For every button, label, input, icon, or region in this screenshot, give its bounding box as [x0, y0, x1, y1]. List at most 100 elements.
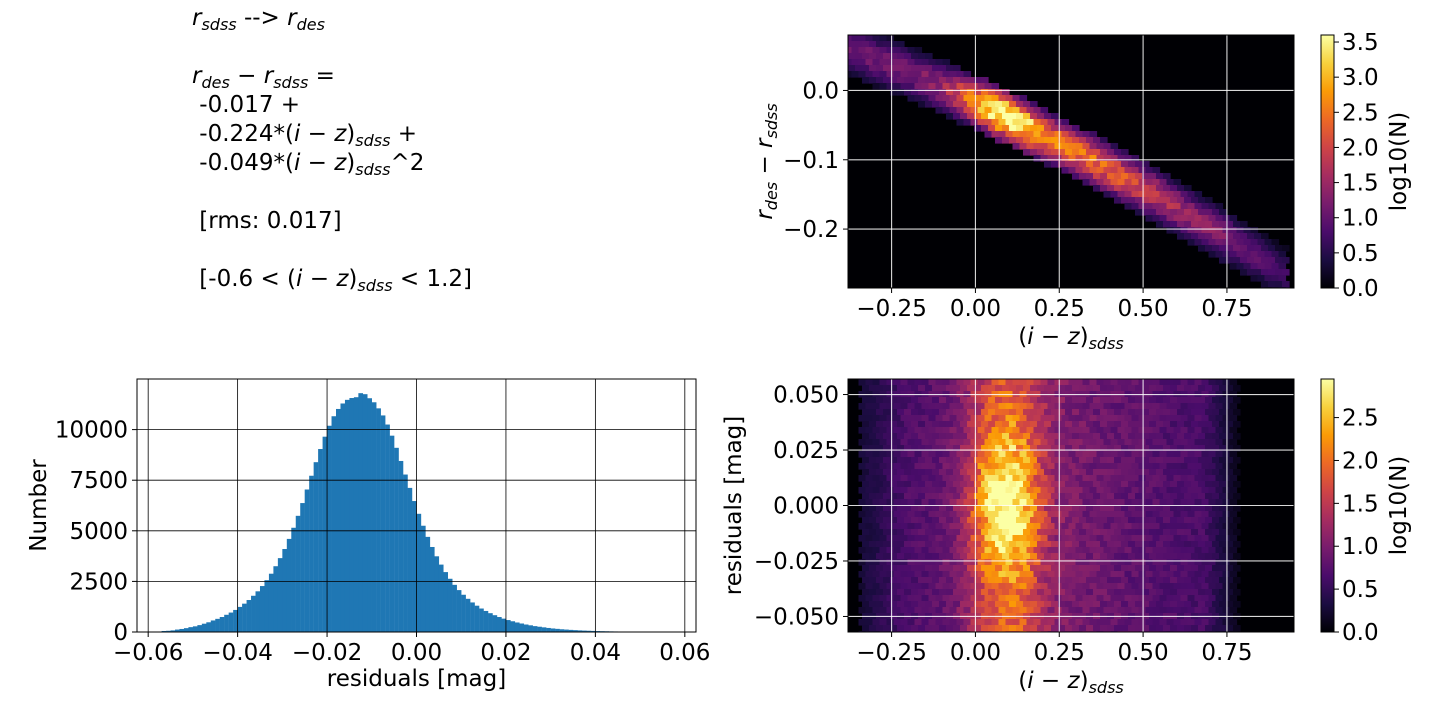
residual-hexbin-hex-cell: [914, 523, 923, 530]
residual-hexbin-hex-cell: [890, 625, 898, 632]
residual-hexbin-hex-cell: [1187, 475, 1196, 482]
residual-hexbin-hex-cell: [1208, 619, 1217, 626]
color-term-hexbin-hex-cell: [1198, 233, 1206, 240]
histogram-bar: [537, 626, 542, 632]
color-term-hexbin-hex-cell: [960, 101, 968, 108]
color-term-hexbin-hex-cell: [1033, 155, 1042, 162]
residual-hexbin-hex-cell: [1229, 475, 1238, 482]
residual-hexbin-hex-cell: [1166, 511, 1175, 518]
residual-hexbin-hex-cell: [935, 415, 944, 422]
residual-hexbin-hex-cell: [1233, 457, 1241, 464]
residual-hexbin-hex-cell: [1061, 523, 1070, 530]
residual-hexbin-hex-cell: [1212, 421, 1220, 428]
residual-hexbin-hex-cell: [1145, 439, 1154, 446]
residual-hexbin-hex-cell: [918, 457, 926, 464]
color-term-hexbin-hex-cell: [1023, 101, 1031, 108]
residual-hexbin-hex-cell: [1030, 397, 1038, 404]
color-term-hexbin-hex-cell: [995, 101, 1003, 108]
color-term-hexbin-hex-cell: [1201, 239, 1210, 246]
residual-hexbin-hex-cell: [949, 595, 958, 602]
residual-hexbin-hex-cell: [893, 415, 902, 422]
residual-hexbin-hex-cell: [928, 415, 937, 422]
histogram-bar: [362, 394, 368, 632]
residual-hexbin-hex-cell: [1208, 463, 1217, 470]
residual-hexbin-hex-cell: [925, 385, 933, 392]
residual-hexbin-hex-cell: [1124, 451, 1133, 458]
residual-hexbin-hex-cell: [1033, 499, 1042, 506]
residual-hexbin-hex-cell: [1082, 415, 1091, 422]
residual-hexbin-hex-cell: [897, 445, 905, 452]
residual-hexbin-hex-cell: [939, 589, 947, 596]
residual-hexbin-hex-cell: [1103, 451, 1112, 458]
residual-hexbin-hex-cell: [869, 505, 877, 512]
color-term-hexbin-hex-cell: [1142, 161, 1150, 168]
histogram-y-tick-label: 10000: [55, 418, 128, 444]
residual-hexbin-hex-cell: [865, 595, 874, 602]
histogram-x-tick-label: 0.00: [391, 640, 442, 666]
residual-hexbin-hex-cell: [1149, 505, 1157, 512]
color-term-hexbin-hex-cell: [942, 59, 951, 66]
color-term-hexbin-hex-cell: [862, 65, 870, 72]
color-term-hexbin-hex-cell: [935, 107, 944, 114]
color-term-hexbin-hex-cell: [1243, 263, 1252, 270]
residual-hexbin-hex-cell: [988, 481, 996, 488]
residual-hexbin-hex-cell: [883, 577, 891, 584]
residual-hexbin-hex-cell: [1005, 499, 1014, 506]
residual-hexbin-hex-cell: [1033, 619, 1042, 626]
residual-hexbin-hex-cell: [960, 445, 968, 452]
residual-hexbin-hex-cell: [858, 427, 867, 434]
residual-hexbin-hex-cell: [1114, 529, 1122, 536]
residual-hexbin-hex-cell: [1100, 637, 1108, 644]
residual-hexbin-hex-cell: [1226, 553, 1234, 560]
residual-hexbin-hex-cell: [1072, 469, 1080, 476]
histogram-bar: [318, 449, 323, 632]
residual-hexbin-hex-cell: [1229, 379, 1238, 386]
residual-hexbin-hex-cell: [970, 403, 979, 410]
residual-hexbin-hex-cell: [1086, 493, 1094, 500]
color-term-hexbin-hex-cell: [1110, 179, 1119, 186]
color-term-hexbin-hex-cell: [977, 95, 986, 102]
color-term-hexbin-hex-cell: [1250, 251, 1259, 258]
color-term-hexbin-hex-cell: [974, 89, 982, 96]
color-term-hexbin-hex-cell: [1082, 155, 1091, 162]
residual-hexbin-hex-cell: [1012, 451, 1021, 458]
color-term-hexbin-hex-cell: [932, 101, 940, 108]
residual-hexbin-hex-cell: [1128, 433, 1136, 440]
residual-hexbin-hex-cell: [1156, 433, 1164, 440]
residual-hexbin-hex-cell: [963, 463, 972, 470]
residual-hexbin-x-tick-label: 0.50: [1117, 640, 1168, 666]
residual-hexbin-hex-cell: [1110, 487, 1119, 494]
residual-hexbin-hex-cell: [914, 607, 923, 614]
residual-hexbin-hex-cell: [1233, 421, 1241, 428]
residual-hexbin-hex-cell: [1019, 571, 1028, 578]
color-term-hexbin-hex-cell: [1166, 203, 1175, 210]
residual-hexbin-hex-cell: [890, 529, 898, 536]
residual-hexbin-hex-cell: [1222, 583, 1231, 590]
residual-hexbin-hex-cell: [900, 619, 909, 626]
residual-hexbin-hex-cell: [1145, 583, 1154, 590]
color-term-hexbin-hex-cell: [995, 137, 1003, 144]
residual-hexbin-hex-cell: [1142, 553, 1150, 560]
residual-hexbin-hex-cell: [1086, 541, 1094, 548]
color-term-hexbin-hex-cell: [1215, 227, 1224, 234]
residual-hexbin-hex-cell: [1219, 601, 1227, 608]
residual-hexbin-hex-cell: [921, 499, 930, 506]
residual-hexbin-hex-cell: [911, 457, 919, 464]
residual-hexbin-hex-cell: [942, 535, 951, 542]
residual-hexbin-hex-cell: [942, 559, 951, 566]
residual-hexbin-hex-cell: [1159, 595, 1168, 602]
color-term-hexbin-hex-cell: [1131, 179, 1140, 186]
residual-hexbin-hex-cell: [1145, 571, 1154, 578]
color-term-hexbin-hex-cell: [1061, 131, 1070, 138]
color-term-hexbin-hex-cell: [911, 77, 919, 84]
residual-hexbin-hex-cell: [953, 553, 961, 560]
color-term-hexbin-hex-cell: [1142, 185, 1150, 192]
residual-hexbin-hex-cell: [1177, 553, 1185, 560]
color-term-hexbin-hex-cell: [890, 89, 898, 96]
residual-hexbin-hex-cell: [1149, 397, 1157, 404]
residual-hexbin-hex-cell: [1219, 517, 1227, 524]
histogram-bar: [555, 628, 560, 632]
residual-hexbin-hex-cell: [907, 619, 916, 626]
color-term-hexbin-hex-cell: [1079, 173, 1087, 180]
residual-hexbin-hex-cell: [1149, 565, 1157, 572]
